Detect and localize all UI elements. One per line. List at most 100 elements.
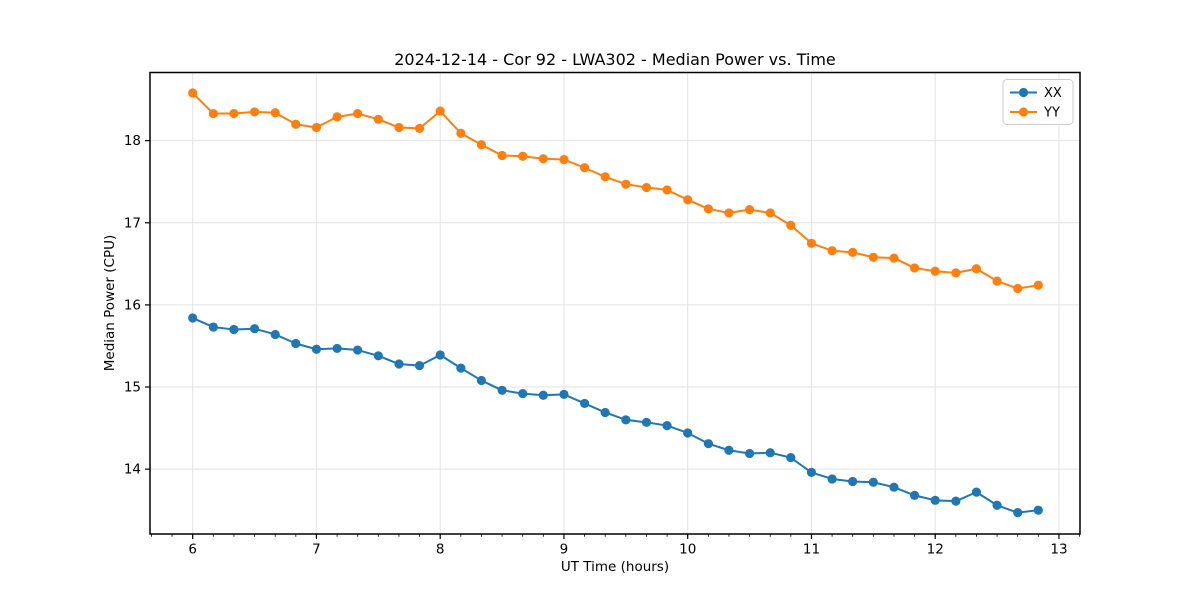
data-point-yy: [724, 208, 734, 218]
data-point-yy: [270, 108, 280, 118]
data-point-yy: [538, 154, 548, 164]
data-point-yy: [621, 179, 631, 189]
data-point-xx: [456, 363, 466, 373]
data-point-yy: [188, 88, 198, 98]
data-point-xx: [538, 390, 548, 400]
data-point-xx: [971, 487, 982, 497]
data-point-xx: [621, 415, 631, 425]
y-tick-label: 16: [124, 297, 141, 313]
data-point-xx: [848, 476, 858, 487]
data-point-xx: [497, 385, 507, 395]
data-point-xx: [600, 407, 610, 418]
data-point-xx: [476, 375, 487, 386]
x-axis-label: UT Time (hours): [560, 559, 670, 575]
data-point-yy: [456, 128, 466, 138]
x-tick-label: 6: [188, 542, 197, 558]
data-point-xx: [580, 398, 590, 409]
data-point-xx: [311, 344, 322, 354]
data-point-xx: [868, 477, 878, 487]
data-point-yy: [848, 247, 858, 257]
data-point-xx: [435, 350, 445, 360]
data-point-yy: [435, 106, 445, 116]
y-tick-label: 17: [124, 215, 141, 231]
y-tick-label: 18: [124, 133, 141, 149]
data-point-xx: [518, 388, 528, 399]
data-point-xx: [909, 490, 920, 501]
data-point-yy: [889, 253, 899, 263]
data-point-yy: [951, 268, 961, 278]
data-point-yy: [868, 252, 878, 262]
data-point-xx: [394, 359, 404, 369]
data-point-xx: [414, 361, 425, 371]
data-point-xx: [270, 329, 280, 340]
data-point-yy: [827, 246, 837, 256]
data-point-yy: [971, 264, 982, 274]
data-point-yy: [311, 122, 322, 133]
data-point-yy: [291, 119, 301, 129]
data-point-yy: [744, 205, 755, 215]
data-point-yy: [909, 263, 920, 273]
x-tick-label: 8: [436, 542, 445, 558]
data-point-xx: [291, 338, 301, 349]
x-tick-label: 12: [927, 542, 944, 558]
data-point-xx: [662, 421, 672, 431]
data-point-xx: [765, 448, 775, 458]
data-point-xx: [992, 500, 1002, 510]
data-point-yy: [580, 163, 590, 173]
data-point-yy: [518, 151, 528, 161]
x-tick-label: 7: [312, 542, 321, 558]
data-point-xx: [1013, 508, 1023, 518]
data-point-xx: [951, 496, 961, 506]
series-line-yy: [191, 92, 1039, 290]
x-tick-label: 11: [803, 542, 820, 558]
data-point-yy: [1013, 283, 1023, 294]
y-tick-label: 14: [124, 462, 141, 478]
data-point-xx: [703, 439, 713, 449]
plot-border: [149, 71, 1081, 535]
legend-label-yy: YY: [1043, 106, 1060, 121]
data-point-xx: [249, 324, 260, 334]
data-point-xx: [889, 482, 899, 492]
data-point-yy: [394, 122, 404, 133]
data-point-yy: [806, 238, 817, 248]
data-point-xx: [208, 322, 218, 332]
data-point-xx: [373, 351, 383, 361]
y-tick-label: 15: [124, 380, 141, 396]
data-point-yy: [703, 204, 713, 214]
data-point-yy: [373, 114, 383, 124]
data-point-yy: [208, 108, 218, 119]
data-point-yy: [559, 154, 569, 165]
data-point-xx: [188, 313, 198, 323]
data-point-xx: [724, 445, 734, 455]
data-point-yy: [1033, 280, 1043, 290]
data-point-xx: [332, 343, 342, 354]
data-point-xx: [1033, 505, 1043, 515]
data-point-yy: [414, 123, 425, 133]
data-point-yy: [641, 182, 652, 193]
legend-box: [1002, 79, 1074, 125]
data-point-xx: [806, 467, 817, 478]
legend-marker-yy: [1018, 107, 1029, 117]
legend-marker-xx: [1018, 87, 1029, 98]
data-point-yy: [353, 108, 363, 119]
data-point-yy: [662, 185, 672, 195]
x-tick-label: 10: [679, 542, 696, 558]
legend-label-xx: XX: [1044, 86, 1062, 101]
x-tick-label: 9: [560, 542, 569, 558]
data-point-yy: [786, 220, 796, 230]
data-point-yy: [497, 150, 507, 161]
x-tick-label: 13: [1050, 542, 1067, 558]
data-point-yy: [930, 266, 940, 276]
data-point-xx: [559, 389, 569, 400]
data-point-xx: [744, 448, 755, 459]
data-point-xx: [786, 453, 796, 463]
data-point-yy: [992, 276, 1002, 286]
data-point-xx: [683, 428, 693, 438]
data-point-xx: [641, 417, 652, 427]
data-point-xx: [827, 474, 837, 484]
data-point-yy: [476, 140, 487, 150]
data-point-yy: [332, 112, 342, 122]
data-point-xx: [930, 495, 940, 505]
